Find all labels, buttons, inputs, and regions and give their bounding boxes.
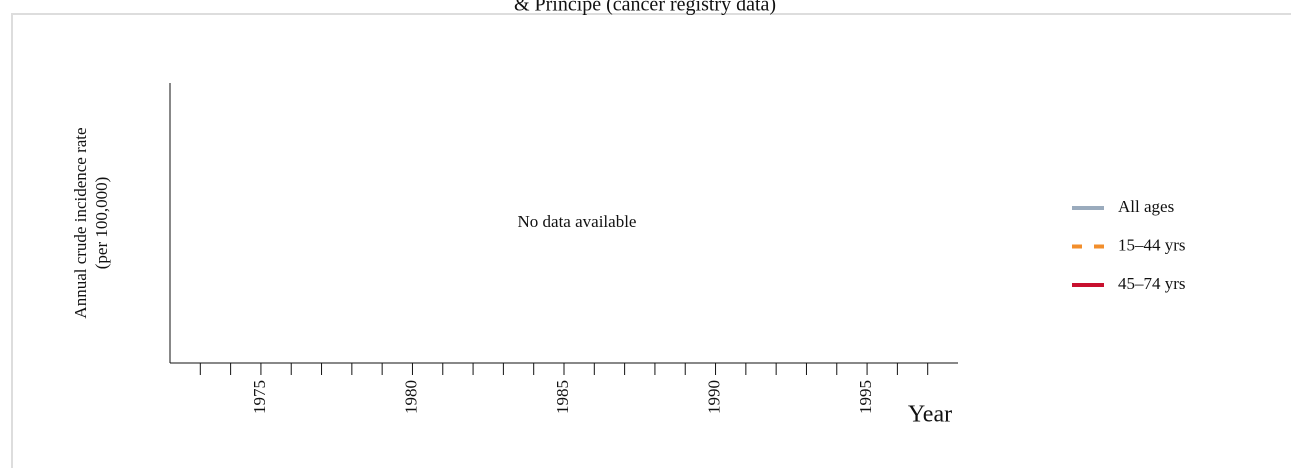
legend-label: 15–44 yrs	[1118, 235, 1186, 254]
no-data-note: No data available	[518, 212, 637, 231]
frame	[11, 13, 1291, 468]
legend-label: 45–74 yrs	[1118, 274, 1186, 293]
x-tick-label: 1995	[856, 380, 875, 414]
x-axis-label: Year	[908, 402, 952, 428]
x-tick-label: 1975	[250, 380, 269, 414]
chart-title: & Principe (cancer registry data)	[514, 0, 776, 16]
y-axis-label: (per 100,000)	[92, 177, 111, 270]
x-tick-label: 1990	[704, 380, 723, 414]
y-axis-label: Annual crude incidence rate	[71, 127, 90, 318]
legend-label: All ages	[1118, 197, 1174, 216]
x-tick-label: 1985	[553, 380, 572, 414]
x-tick-label: 1980	[401, 380, 420, 414]
